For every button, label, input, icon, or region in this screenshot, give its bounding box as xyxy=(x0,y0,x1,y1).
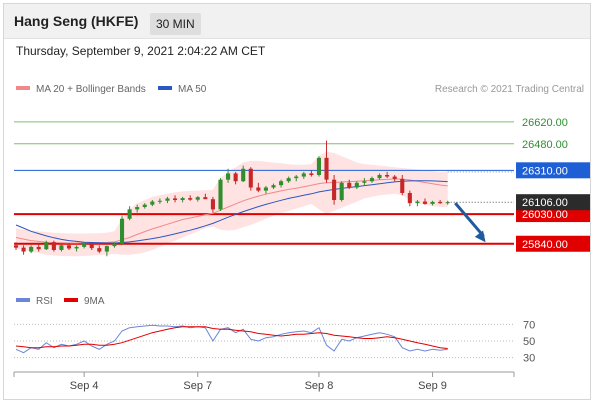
candle-body xyxy=(97,248,102,252)
x-tick-label: Sep 4 xyxy=(70,380,99,392)
x-axis: Sep 4 Sep 7 Sep 8 Sep 9 xyxy=(13,371,515,392)
x-tick-label: Sep 7 xyxy=(183,380,212,392)
level-label: 26310.00 xyxy=(522,165,568,177)
rsi-legend-swatch xyxy=(16,298,30,302)
candle-body xyxy=(142,204,147,208)
candle-body xyxy=(89,242,94,249)
candle-body xyxy=(294,176,299,179)
candle-body xyxy=(203,197,208,200)
rsi-tick-label: 30 xyxy=(523,353,535,365)
candle-body xyxy=(104,246,109,252)
rsi-panel: 70 50 30 xyxy=(14,319,535,365)
candle-body xyxy=(127,209,132,219)
candle-body xyxy=(248,168,253,188)
chart-datetime: Thursday, September 9, 2021 2:04:22 AM C… xyxy=(16,44,266,58)
price-panel: 26620.00 26480.00 26310.00 26030.00 25840.00… xyxy=(13,117,590,257)
ma50-legend-swatch xyxy=(158,86,172,90)
ma20-legend-label: MA 20 + Bollinger Bands xyxy=(36,84,146,95)
candle-body xyxy=(172,198,178,200)
candle-body xyxy=(82,242,87,247)
ma20-legend-swatch xyxy=(16,86,30,90)
candle-body xyxy=(362,181,367,183)
credit-label: Research © 2021 Trading Central xyxy=(435,84,584,95)
candle-body xyxy=(233,173,238,182)
candle-body xyxy=(377,175,382,179)
ma9-line xyxy=(15,326,448,349)
projection-arrow-head xyxy=(474,230,486,243)
candle-body xyxy=(324,157,329,180)
candle-body xyxy=(119,218,125,244)
ma50-legend-label: MA 50 xyxy=(178,84,207,95)
candle-body xyxy=(195,197,200,200)
candle-body xyxy=(210,199,215,210)
candle-body xyxy=(271,185,276,188)
candle-body xyxy=(51,242,56,250)
candle-body xyxy=(279,181,284,186)
candle-body xyxy=(316,157,321,175)
candle-body xyxy=(157,200,162,202)
candle-body xyxy=(180,198,185,200)
candle-body xyxy=(332,179,337,200)
candle-body xyxy=(400,178,405,193)
candle-body xyxy=(188,198,193,200)
candle-body xyxy=(21,247,26,252)
x-tick-label: Sep 8 xyxy=(305,380,334,392)
candle-body xyxy=(286,178,291,182)
candle-body xyxy=(392,176,397,179)
candle-body xyxy=(347,182,352,188)
ma50-line xyxy=(15,180,448,244)
candle-body xyxy=(438,201,443,204)
last-price-label: 26106.00 xyxy=(522,197,568,209)
candle-body xyxy=(256,187,261,191)
candle-body xyxy=(415,201,420,204)
candle-body xyxy=(66,245,72,249)
candle-body xyxy=(29,246,34,252)
level-label: 26030.00 xyxy=(522,209,568,221)
rsi-legend: RSI 9MA xyxy=(16,296,105,307)
candle-body xyxy=(165,198,170,201)
candle-body xyxy=(135,207,140,210)
candle-body xyxy=(354,182,359,188)
candle-body xyxy=(44,242,49,250)
x-tick-label: Sep 9 xyxy=(418,380,447,392)
candle-body xyxy=(385,175,390,177)
level-tag xyxy=(516,162,590,179)
level-label: 25840.00 xyxy=(522,239,568,251)
candle-body xyxy=(422,201,428,204)
timeframe-badge[interactable]: 30 MIN xyxy=(150,13,201,35)
candle-body xyxy=(112,243,117,247)
bollinger-band xyxy=(16,151,448,257)
candle-body xyxy=(309,173,314,175)
level-tag xyxy=(516,235,590,252)
ma9-legend-swatch xyxy=(64,298,78,302)
rsi-legend-label: RSI xyxy=(36,296,53,307)
candle-body xyxy=(74,246,79,249)
ma9-legend-label: 9MA xyxy=(84,296,105,307)
level-label: 26480.00 xyxy=(522,139,568,151)
rsi-tick-label: 70 xyxy=(523,319,535,331)
candle-body xyxy=(407,192,412,204)
main-legend: MA 20 + Bollinger Bands MA 50 Research ©… xyxy=(16,84,584,95)
candle-body xyxy=(430,201,435,204)
candle-body xyxy=(13,245,19,248)
candle-body xyxy=(301,173,306,177)
instrument-title: Hang Seng (HKFE) xyxy=(14,13,139,29)
level-label: 26620.00 xyxy=(522,117,568,129)
candle-body xyxy=(150,201,155,205)
last-price-tag xyxy=(516,194,590,211)
candle-body xyxy=(339,182,344,200)
candle-body xyxy=(218,179,223,210)
candle-body xyxy=(59,245,64,250)
rsi-tick-label: 50 xyxy=(523,336,535,348)
candle-body xyxy=(241,168,246,182)
candle-body xyxy=(369,178,375,182)
candle-body xyxy=(226,173,231,180)
chart-header: Hang Seng (HKFE) 30 MIN xyxy=(4,4,590,39)
candle-body xyxy=(36,246,41,250)
candle-body xyxy=(263,187,268,191)
projection-arrow-shaft xyxy=(454,202,485,238)
